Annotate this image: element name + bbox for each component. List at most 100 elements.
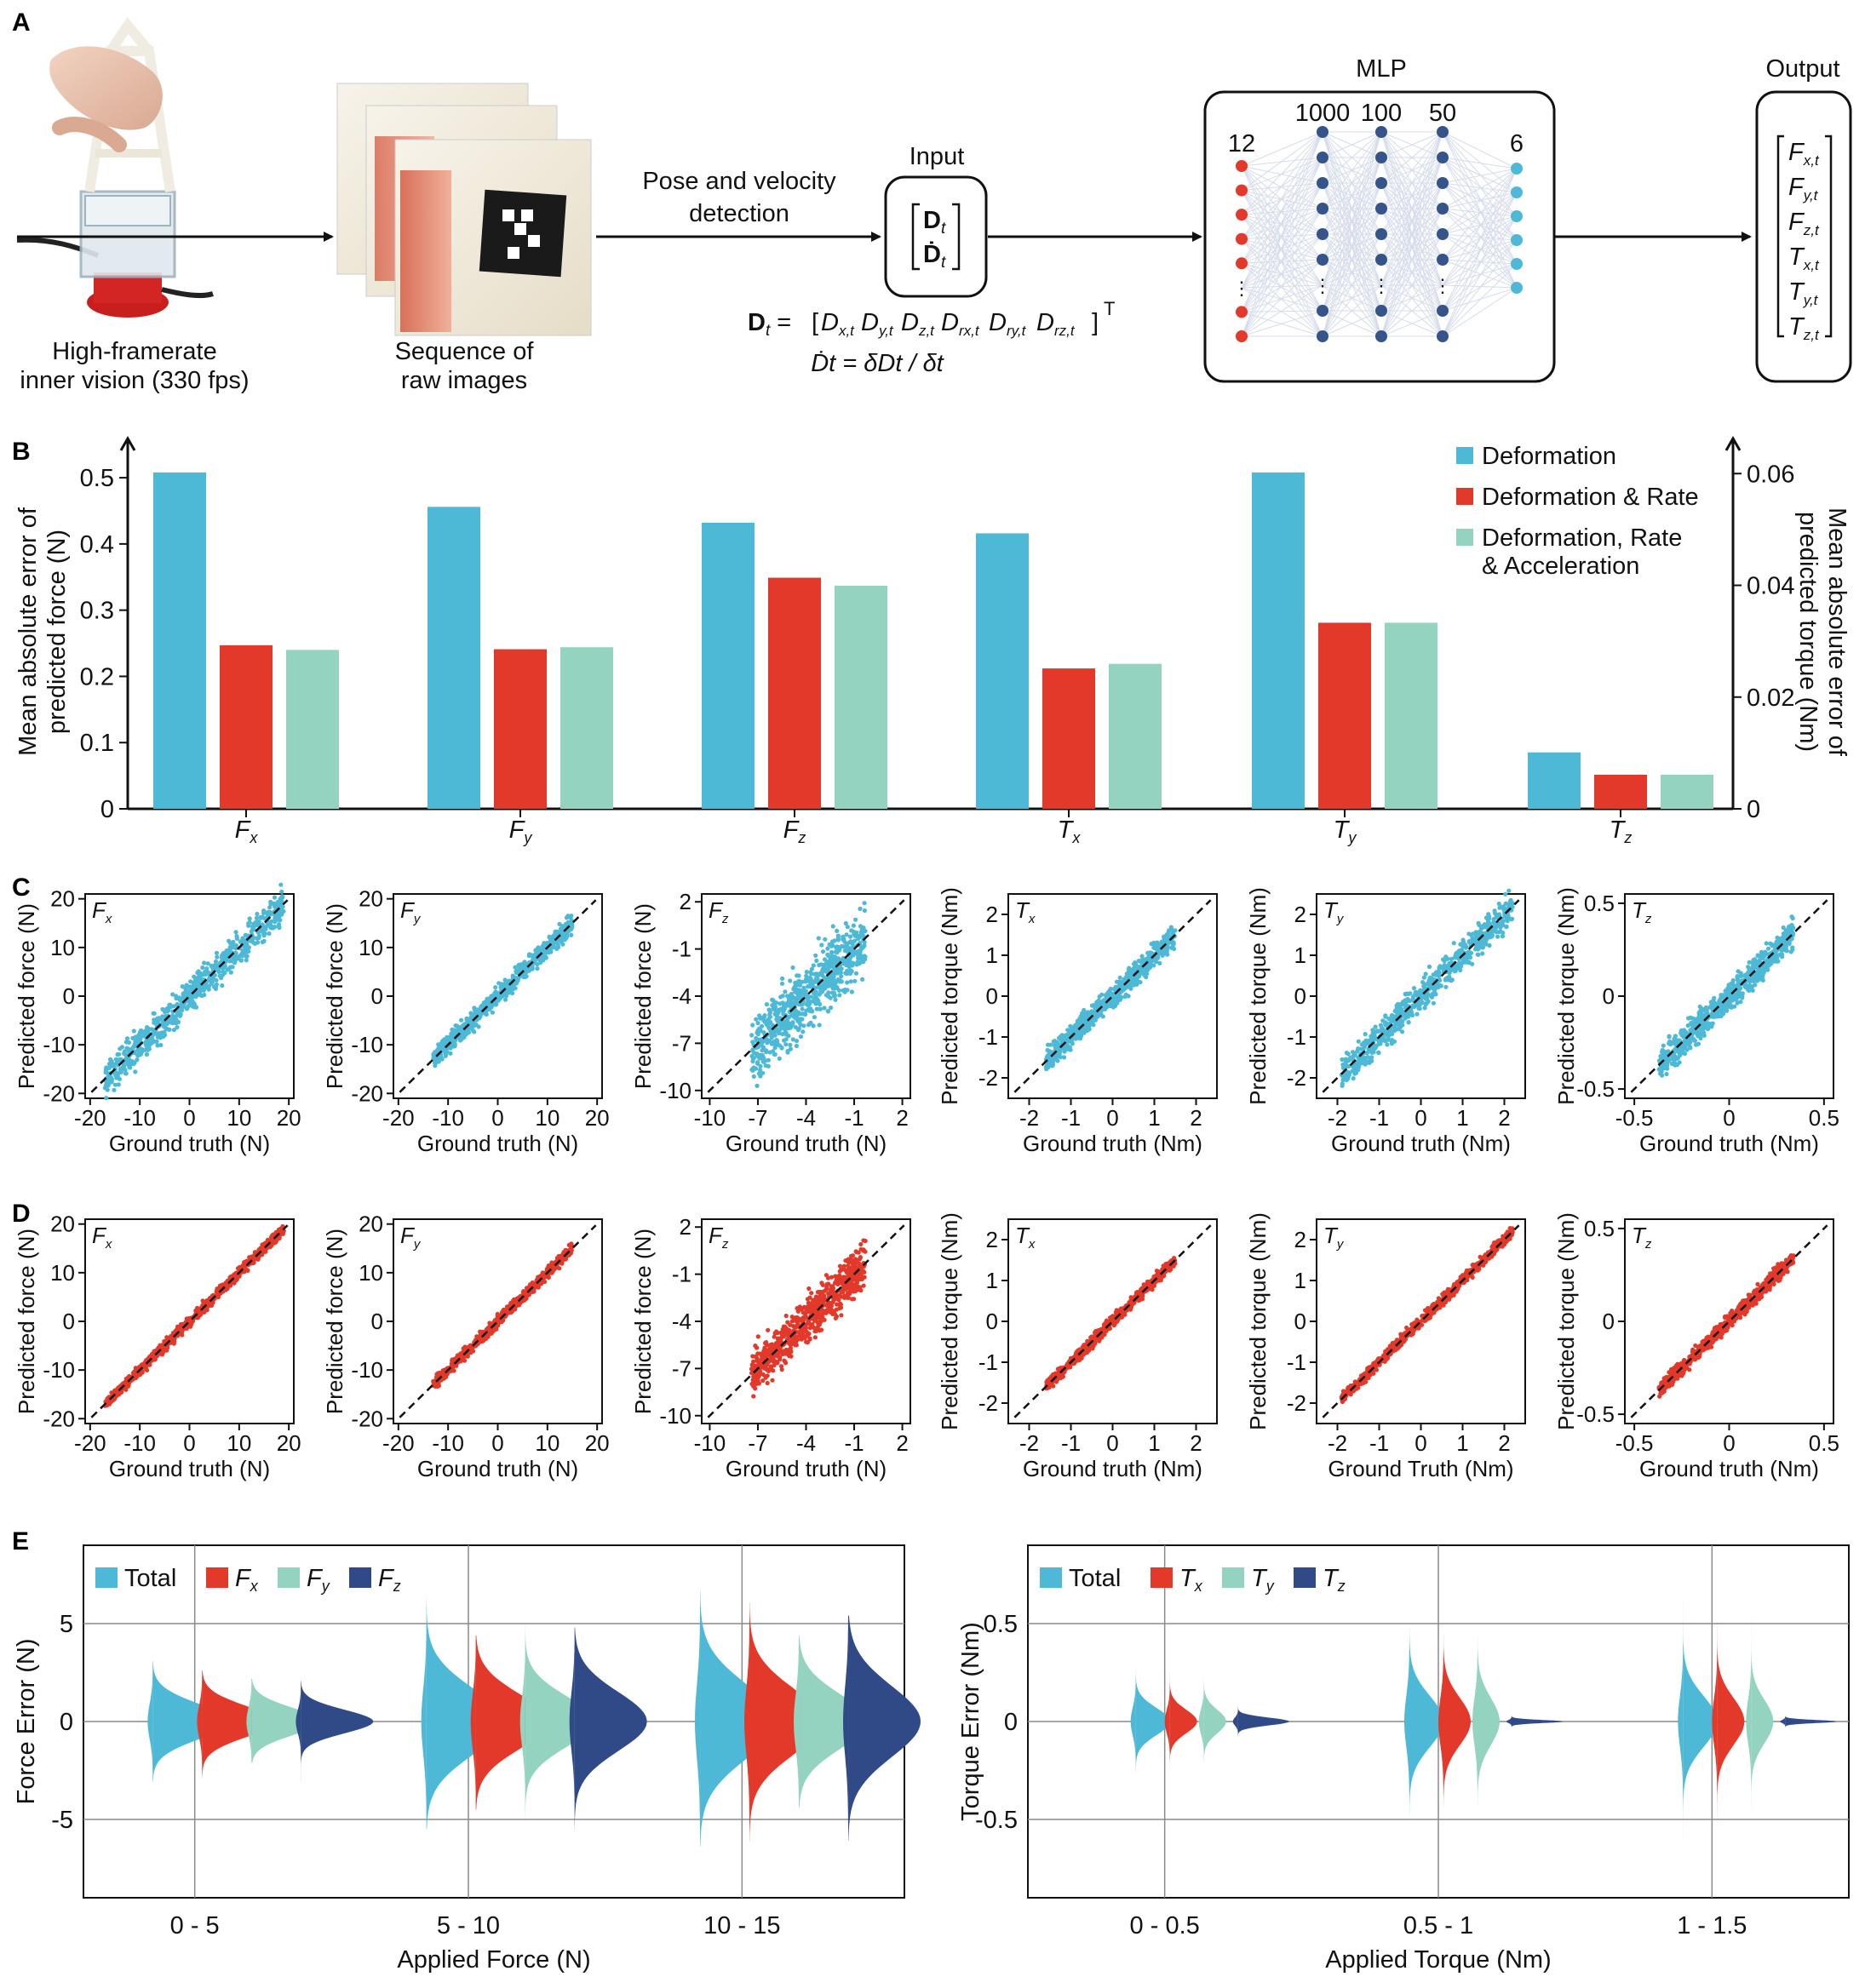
xtick-label: -2 (1328, 1105, 1347, 1131)
scatter-point (565, 914, 571, 919)
mlp-network: ⋮12⋮1000⋮100⋮506 (1228, 100, 1524, 342)
scatter-point (280, 894, 285, 899)
scatter-point (1392, 1008, 1397, 1014)
scatter-point (1160, 953, 1165, 958)
scatter-point (1427, 983, 1432, 988)
scatter-point (1508, 899, 1513, 904)
scatter-point (1068, 1023, 1073, 1028)
scatter-point (131, 1028, 136, 1034)
scatter-point (1099, 992, 1105, 997)
scatter-point (823, 937, 828, 942)
scatter-point (155, 1043, 160, 1048)
ytick-label: -2 (1287, 1065, 1306, 1091)
scatter-point (1699, 1014, 1704, 1019)
scatter-point (272, 895, 278, 900)
scatter-point (149, 1027, 154, 1032)
scatter-point (1790, 945, 1795, 950)
scatter-point (1420, 1000, 1425, 1005)
scatter-point (1788, 949, 1793, 954)
scatter-point (1773, 952, 1778, 957)
scatter-point (805, 995, 810, 1000)
xtick-label: -10 (123, 1105, 156, 1131)
ytick-label: 0 (1294, 983, 1306, 1009)
scatter-point (1495, 913, 1500, 918)
scatter-point (123, 1040, 129, 1045)
scatter-point (247, 916, 252, 921)
scatter-point (128, 1047, 133, 1052)
scatter-point (485, 997, 491, 1002)
panel-letter-a: A (12, 9, 31, 37)
scatter-point (780, 994, 785, 999)
scatter-point (761, 1014, 767, 1019)
scatter-point (1767, 962, 1772, 967)
ytick-label: -10 (351, 1032, 383, 1057)
y-axis-label: Predicted force (N) (14, 903, 39, 1089)
scatter-point (1762, 954, 1767, 959)
scatter-point (809, 966, 815, 971)
scatter-point (1510, 916, 1515, 921)
mlp-node (1236, 160, 1248, 172)
scatter-point (138, 1036, 143, 1041)
scatter-point (163, 1033, 168, 1038)
scatter-point (1686, 1016, 1691, 1021)
eq1-term-4: Dry,t (989, 309, 1027, 339)
scatter-point (1348, 1055, 1353, 1060)
scatter-point (794, 1043, 800, 1049)
scatter-point (104, 1096, 109, 1101)
output-title: Output (1765, 55, 1839, 83)
scatter-point (749, 1053, 755, 1059)
mlp-node (1437, 126, 1449, 138)
scatter-point (276, 924, 282, 929)
scatter-point (1423, 971, 1428, 977)
mlp-node (1437, 177, 1449, 189)
scatter-point (466, 1030, 472, 1035)
b-bar (220, 645, 273, 809)
scatter-point (502, 997, 508, 1002)
scatter-point (145, 1025, 150, 1030)
scatter-point (855, 948, 861, 954)
eq2: Ḋt = δDt / δt (811, 350, 944, 377)
images-caption-1: Sequence of (395, 338, 535, 365)
scatter-point (266, 909, 271, 914)
scatter-point (202, 960, 207, 965)
scatter-point (1790, 930, 1795, 935)
mlp-node (1437, 330, 1449, 342)
scatter-point (1472, 947, 1478, 952)
scatter-point (496, 994, 502, 1000)
mlp-node (1511, 258, 1523, 270)
scatter-point (845, 980, 850, 985)
scatter-point (564, 932, 570, 937)
scatter-point (526, 968, 532, 973)
b-ylabel-left-1: Mean absolute error of (14, 507, 42, 756)
scatter-point (1790, 916, 1795, 921)
scatter-point (835, 928, 840, 933)
scatter-point (1772, 956, 1777, 961)
scatter-point (828, 995, 833, 1000)
scatter-point (260, 914, 265, 920)
scatter-point (492, 992, 497, 997)
scatter-point (198, 988, 204, 994)
ytick-label: 2 (986, 902, 998, 927)
scatter-point (798, 1034, 804, 1040)
scatter-point (1764, 941, 1769, 946)
y-axis-label: Predicted torque (Nm) (937, 887, 962, 1105)
mlp-layer-label: 1000 (1295, 100, 1351, 127)
step-label-2: detection (689, 200, 789, 227)
scatter-point (154, 1039, 159, 1044)
scatter-point (829, 1005, 834, 1011)
xtick-label: 0 (183, 1105, 195, 1131)
scatter-point (822, 1005, 827, 1011)
scatter-point (829, 942, 835, 948)
mlp-node (1317, 203, 1328, 215)
b-bar (1252, 472, 1305, 809)
scatter-point (1356, 1046, 1361, 1051)
scatter-point (833, 980, 839, 985)
scatter-point (127, 1057, 132, 1063)
scatter-point (808, 994, 814, 1000)
scatter-point (1752, 965, 1757, 971)
scatter-point (1765, 967, 1770, 972)
scatter-point (1131, 961, 1137, 966)
scatter-point (269, 919, 274, 924)
scatter-point (122, 1051, 127, 1057)
